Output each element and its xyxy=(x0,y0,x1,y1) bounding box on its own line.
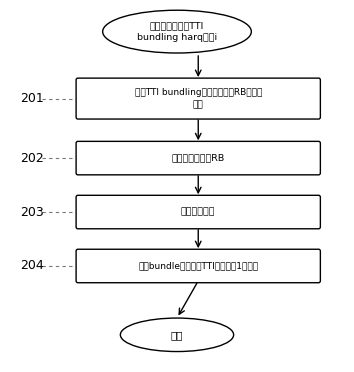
Text: 分配相同位置的RB: 分配相同位置的RB xyxy=(172,154,225,163)
Text: 204: 204 xyxy=(20,260,44,272)
Text: 结束: 结束 xyxy=(171,330,183,340)
Text: 202: 202 xyxy=(20,152,44,164)
Text: 203: 203 xyxy=(20,206,44,218)
FancyBboxPatch shape xyxy=(76,141,320,175)
Text: 201: 201 xyxy=(20,92,44,105)
Text: 填写TTI bundling非自适应重传RB分配的
输入: 填写TTI bundling非自适应重传RB分配的 输入 xyxy=(135,88,262,109)
Ellipse shape xyxy=(103,10,251,53)
FancyBboxPatch shape xyxy=(76,195,320,229)
FancyBboxPatch shape xyxy=(76,78,320,119)
Text: 遍历已调度过的TTI
bundling harq链表i: 遍历已调度过的TTI bundling harq链表i xyxy=(137,21,217,42)
Ellipse shape xyxy=(120,318,234,352)
Text: 若是bundle最后一个TTI，从链表1中删除: 若是bundle最后一个TTI，从链表1中删除 xyxy=(138,262,258,270)
FancyBboxPatch shape xyxy=(76,249,320,283)
Text: 层间接口封装: 层间接口封装 xyxy=(181,208,216,217)
